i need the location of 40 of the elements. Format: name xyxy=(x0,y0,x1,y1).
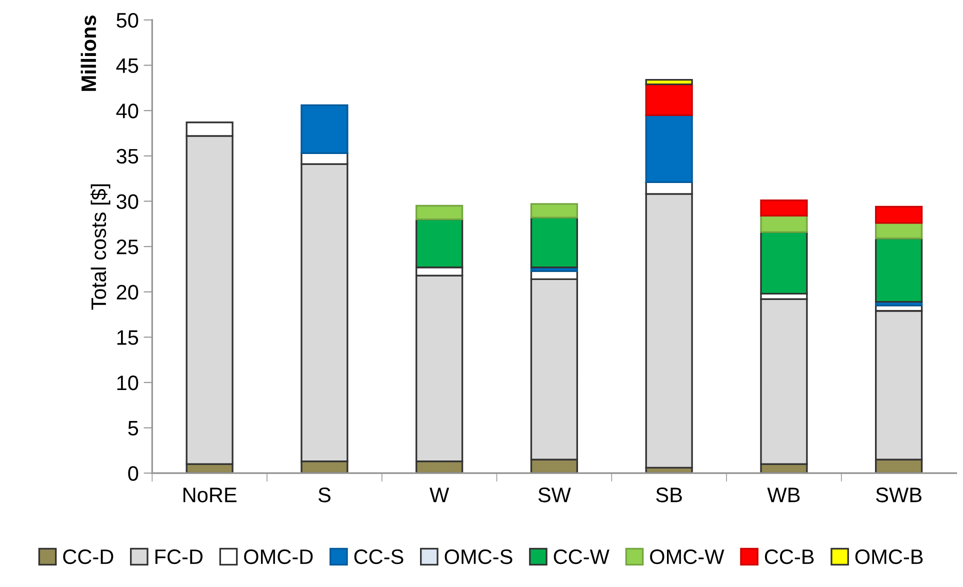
bar xyxy=(760,199,808,217)
text: Millions xyxy=(80,16,96,91)
bar xyxy=(645,114,693,184)
x-tick-label: NoRE xyxy=(184,488,236,502)
bar xyxy=(645,83,693,116)
y-tick-label: 25 xyxy=(116,240,138,254)
y-tick-label: 20 xyxy=(116,284,138,300)
legend-label: FC-D xyxy=(155,549,203,564)
bar xyxy=(875,238,923,303)
bar xyxy=(760,214,808,233)
legend-label: OMC-B xyxy=(855,549,923,564)
y-tick-label: 40 xyxy=(116,104,138,118)
y-tick-label: 10 xyxy=(117,375,138,390)
y-tick-label: 30 xyxy=(116,194,138,209)
y-tick-label: 35 xyxy=(116,148,138,164)
y-tick-label: 15 xyxy=(117,330,138,345)
bar xyxy=(645,78,693,86)
legend-label: CC-S xyxy=(354,549,404,564)
bar xyxy=(530,216,578,268)
x-tick-label: WB xyxy=(767,488,800,502)
y-axis-title: Total costs [$] xyxy=(90,184,110,310)
x-tick-label: SB xyxy=(656,488,682,502)
legend-label: OMC-S xyxy=(444,549,512,564)
y-tick-label: 45 xyxy=(116,58,138,74)
y-tick-label: 5 xyxy=(128,421,138,436)
x-tick-label: S xyxy=(318,488,330,502)
x-tick-label: SW xyxy=(538,488,571,502)
x-tick-label: SWB xyxy=(876,488,922,502)
bar xyxy=(530,203,578,218)
y-tick-label: 50 xyxy=(116,12,138,28)
legend-label: OMC-D xyxy=(244,549,313,564)
bar xyxy=(875,206,923,224)
bar xyxy=(416,204,464,220)
legend-label: CC-W xyxy=(554,549,610,564)
legend-label: CC-D xyxy=(63,549,114,564)
x-tick-label: W xyxy=(430,488,450,502)
y-tick-label: 0 xyxy=(128,466,138,481)
legend-label: CC-B xyxy=(764,549,814,564)
legend-label: OMC-W xyxy=(650,549,724,564)
bar xyxy=(300,104,348,154)
